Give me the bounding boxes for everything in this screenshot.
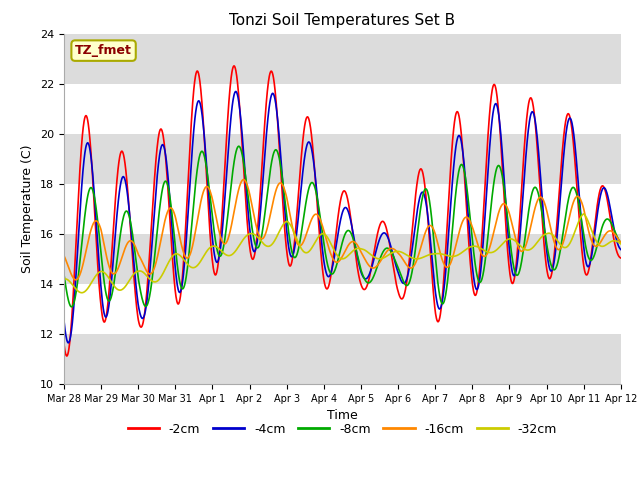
-4cm bbox=[332, 248, 339, 254]
-2cm bbox=[602, 188, 609, 193]
Title: Tonzi Soil Temperatures Set B: Tonzi Soil Temperatures Set B bbox=[229, 13, 456, 28]
-32cm bbox=[617, 241, 625, 247]
-2cm bbox=[230, 63, 237, 69]
-2cm bbox=[63, 353, 70, 359]
-16cm bbox=[240, 177, 248, 182]
-4cm bbox=[60, 318, 68, 324]
-16cm bbox=[72, 277, 79, 283]
-32cm bbox=[580, 211, 588, 217]
-8cm bbox=[317, 217, 324, 223]
-32cm bbox=[331, 249, 339, 255]
-8cm bbox=[332, 266, 339, 272]
-4cm bbox=[65, 340, 72, 346]
-4cm bbox=[232, 89, 240, 95]
-8cm bbox=[602, 217, 609, 223]
-32cm bbox=[316, 232, 324, 238]
X-axis label: Time: Time bbox=[327, 409, 358, 422]
-16cm bbox=[60, 253, 68, 259]
-8cm bbox=[60, 272, 68, 277]
-32cm bbox=[499, 240, 506, 246]
-2cm bbox=[499, 175, 507, 181]
-2cm bbox=[89, 176, 97, 181]
Line: -2cm: -2cm bbox=[64, 66, 621, 356]
-8cm bbox=[89, 187, 97, 193]
-8cm bbox=[601, 218, 609, 224]
-4cm bbox=[601, 185, 609, 191]
Bar bbox=[64, 34, 621, 84]
Legend: -2cm, -4cm, -8cm, -16cm, -32cm: -2cm, -4cm, -8cm, -16cm, -32cm bbox=[123, 418, 562, 441]
Bar bbox=[64, 134, 621, 184]
-16cm bbox=[317, 217, 324, 223]
-16cm bbox=[332, 259, 339, 264]
-16cm bbox=[601, 232, 609, 238]
Bar bbox=[64, 334, 621, 384]
-32cm bbox=[78, 290, 86, 296]
-8cm bbox=[499, 178, 507, 183]
-16cm bbox=[602, 232, 609, 238]
Text: TZ_fmet: TZ_fmet bbox=[75, 44, 132, 57]
-2cm bbox=[60, 341, 68, 347]
-2cm bbox=[617, 255, 625, 261]
-16cm bbox=[89, 222, 97, 228]
-2cm bbox=[601, 187, 609, 192]
-8cm bbox=[617, 240, 625, 245]
-32cm bbox=[601, 243, 609, 249]
Bar bbox=[64, 234, 621, 284]
-4cm bbox=[602, 186, 609, 192]
-32cm bbox=[602, 242, 609, 248]
-4cm bbox=[499, 159, 507, 165]
-16cm bbox=[499, 201, 507, 207]
-8cm bbox=[68, 304, 76, 310]
Line: -16cm: -16cm bbox=[64, 180, 621, 280]
-4cm bbox=[89, 171, 97, 177]
-4cm bbox=[617, 247, 625, 252]
Line: -8cm: -8cm bbox=[64, 146, 621, 307]
-2cm bbox=[317, 246, 324, 252]
-16cm bbox=[617, 240, 625, 245]
-2cm bbox=[332, 237, 339, 243]
-32cm bbox=[89, 278, 97, 284]
Y-axis label: Soil Temperature (C): Soil Temperature (C) bbox=[22, 144, 35, 273]
Line: -32cm: -32cm bbox=[64, 214, 621, 293]
-8cm bbox=[235, 144, 243, 149]
Line: -4cm: -4cm bbox=[64, 92, 621, 343]
-4cm bbox=[317, 229, 324, 235]
-32cm bbox=[60, 276, 68, 282]
